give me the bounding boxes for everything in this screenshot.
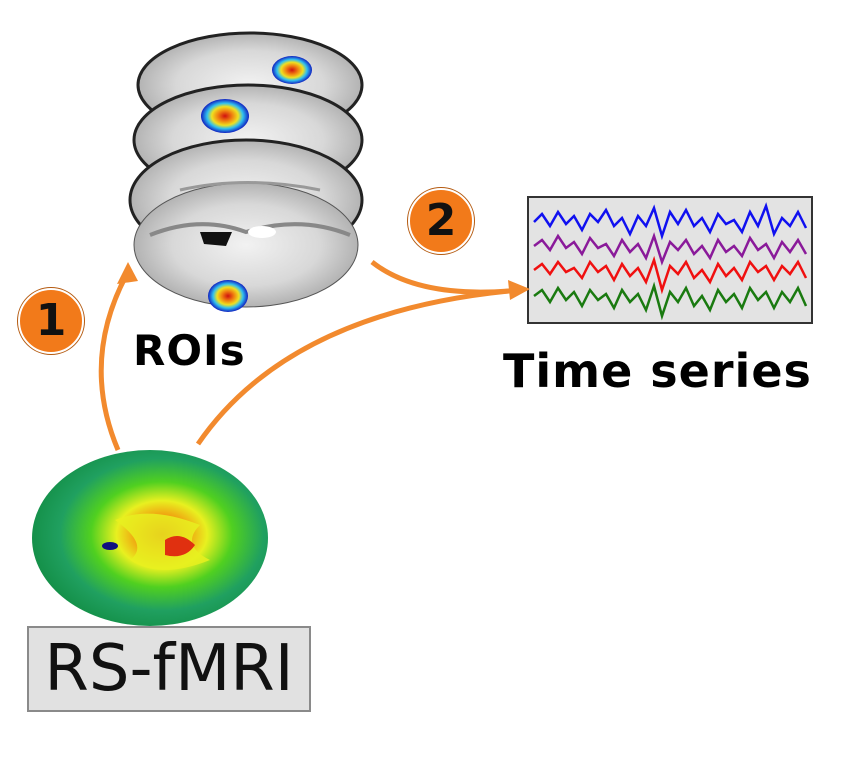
time-series-panel-icon: [527, 196, 813, 324]
trace-green: [533, 281, 808, 321]
time-series-label: Time series: [503, 344, 812, 398]
trace-red: [533, 255, 808, 295]
brain-heatmap-icon: [32, 450, 268, 626]
brain-slice-stack-icon: [128, 31, 364, 312]
step-2-badge: 2: [408, 188, 474, 254]
arrow-step-2: [195, 260, 530, 446]
rois-label: ROIs: [133, 326, 246, 375]
trace-purple: [533, 232, 808, 266]
arrow-step-1: [98, 262, 138, 451]
rs-fmri-label: RS-fMRI: [27, 626, 311, 712]
step-1-badge: 1: [18, 288, 84, 354]
trace-blue: [533, 202, 808, 241]
